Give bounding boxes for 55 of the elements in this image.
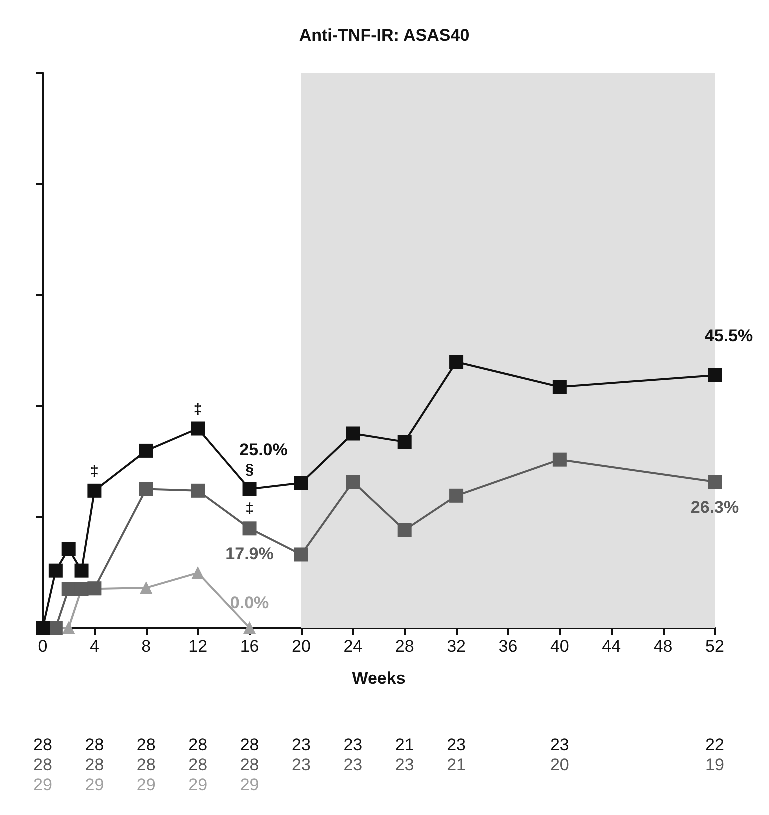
point	[346, 426, 360, 441]
x-tick-label: 48	[654, 637, 673, 656]
x-tick-label: 24	[344, 637, 363, 656]
point	[708, 475, 722, 490]
point	[62, 622, 76, 634]
point	[242, 482, 257, 496]
x-tick-label: 8	[142, 637, 152, 656]
text: 29 29 29 29 29	[34, 776, 260, 794]
point	[346, 475, 360, 490]
x-tick-label: 4	[90, 637, 100, 656]
point	[242, 522, 257, 536]
point	[450, 488, 464, 503]
point	[552, 452, 567, 467]
point	[398, 435, 412, 450]
x-tick-label: 20	[292, 637, 311, 656]
x-tick-label: 0	[38, 637, 48, 656]
data-label: 26.3%	[690, 498, 740, 518]
point	[140, 582, 153, 595]
point	[294, 476, 308, 490]
x-tick-label: 16	[240, 637, 260, 656]
point	[191, 484, 206, 498]
data-label: 25.0%	[240, 440, 288, 460]
x-tick-label: 28	[395, 637, 414, 656]
text: 28 28 28 28 28 23 23 21 23 23 22	[34, 736, 724, 754]
x-tick-label: 40	[550, 637, 570, 656]
point	[139, 482, 154, 496]
point	[74, 564, 89, 578]
text: 28 28 28 28 28 23 23 23 21 20 19	[34, 756, 724, 774]
annotation: ‡	[246, 500, 254, 518]
point	[48, 564, 63, 578]
point	[62, 542, 76, 556]
annotation: ‡	[90, 462, 99, 480]
x-tick-label: 12	[188, 637, 208, 656]
point	[192, 566, 205, 580]
data-label: 17.9%	[226, 544, 274, 564]
x-axis-title: Weeks	[352, 669, 406, 688]
point	[552, 380, 567, 394]
point	[62, 582, 76, 596]
data-label: 45.5%	[704, 326, 754, 346]
chart-title: Anti-TNF-IR: ASAS40	[299, 26, 470, 45]
x-tick-label: 44	[602, 637, 622, 656]
x-tick-label: 32	[447, 637, 466, 656]
x-tick-label: 52	[706, 637, 724, 656]
point	[139, 444, 154, 458]
point	[294, 548, 308, 562]
point	[708, 368, 722, 382]
point	[398, 523, 412, 538]
point	[191, 422, 206, 436]
point	[243, 622, 256, 634]
data-label: 0.0%	[230, 594, 270, 612]
point	[88, 484, 102, 498]
annotation: §	[246, 461, 254, 478]
annotation: ‡	[194, 400, 202, 418]
point	[450, 355, 464, 370]
x-tick-label: 36	[498, 637, 518, 656]
